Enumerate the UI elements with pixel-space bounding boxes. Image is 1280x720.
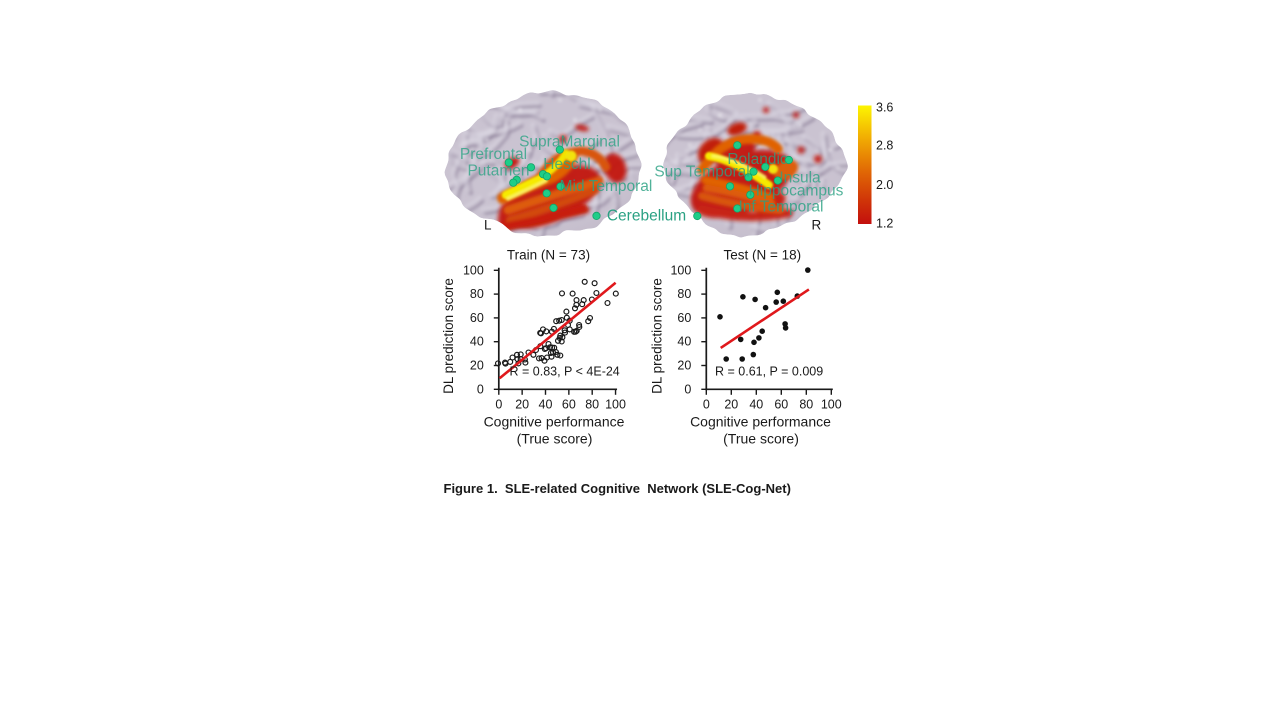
svg-text:80: 80 (470, 287, 484, 301)
svg-text:100: 100 (605, 397, 626, 411)
svg-text:Prefrontal: Prefrontal (460, 146, 527, 163)
svg-text:1.2: 1.2 (876, 217, 893, 231)
svg-text:100: 100 (670, 263, 691, 277)
svg-text:60: 60 (774, 397, 788, 411)
svg-text:0: 0 (477, 382, 484, 396)
svg-text:DL prediction score: DL prediction score (650, 278, 665, 394)
svg-text:Test (N = 18): Test (N = 18) (723, 248, 801, 263)
svg-text:40: 40 (539, 397, 553, 411)
svg-text:20: 20 (724, 397, 738, 411)
svg-text:100: 100 (821, 397, 842, 411)
svg-text:0: 0 (684, 382, 691, 396)
svg-text:SupraMarginal: SupraMarginal (519, 134, 620, 151)
svg-text:40: 40 (677, 335, 691, 349)
svg-text:(True score): (True score) (723, 431, 799, 447)
svg-text:Putamen: Putamen (467, 163, 529, 180)
svg-text:Insula: Insula (779, 170, 821, 187)
svg-text:3.6: 3.6 (876, 101, 893, 115)
svg-text:Figure 1. SLE-related Cogniti: Figure 1. SLE-related Cognitive Network … (444, 481, 791, 496)
svg-text:60: 60 (562, 397, 576, 411)
svg-text:2.0: 2.0 (876, 178, 893, 192)
svg-text:Cerebellum: Cerebellum (607, 208, 686, 225)
svg-text:80: 80 (585, 397, 599, 411)
svg-text:0: 0 (495, 397, 502, 411)
svg-text:Train (N = 73): Train (N = 73) (507, 248, 590, 263)
svg-text:100: 100 (463, 263, 484, 277)
svg-text:60: 60 (677, 311, 691, 325)
svg-text:0: 0 (703, 397, 710, 411)
svg-text:R = 0.83, P < 4E-24: R = 0.83, P < 4E-24 (510, 365, 620, 379)
svg-text:80: 80 (799, 397, 813, 411)
svg-text:R: R (812, 218, 822, 233)
svg-text:Rolandic: Rolandic (727, 151, 788, 168)
svg-text:40: 40 (749, 397, 763, 411)
svg-text:80: 80 (677, 287, 691, 301)
svg-text:Hippocampus: Hippocampus (749, 183, 844, 200)
svg-text:Cognitive performance: Cognitive performance (690, 414, 831, 430)
svg-text:Cognitive performance: Cognitive performance (484, 414, 625, 430)
svg-text:2.8: 2.8 (876, 139, 893, 153)
svg-text:Sup Temporal: Sup Temporal (654, 164, 749, 181)
svg-text:20: 20 (677, 359, 691, 373)
svg-text:Mid Temporal: Mid Temporal (560, 178, 653, 195)
svg-text:20: 20 (470, 359, 484, 373)
svg-text:DL prediction score: DL prediction score (441, 278, 456, 394)
svg-text:20: 20 (515, 397, 529, 411)
svg-text:(True score): (True score) (517, 431, 593, 447)
svg-text:L: L (484, 217, 492, 232)
svg-text:60: 60 (470, 311, 484, 325)
svg-text:40: 40 (470, 335, 484, 349)
svg-text:R = 0.61, P = 0.009: R = 0.61, P = 0.009 (715, 365, 823, 379)
svg-text:Heschl: Heschl (543, 156, 590, 173)
svg-text:Inf Temporal: Inf Temporal (738, 199, 823, 216)
